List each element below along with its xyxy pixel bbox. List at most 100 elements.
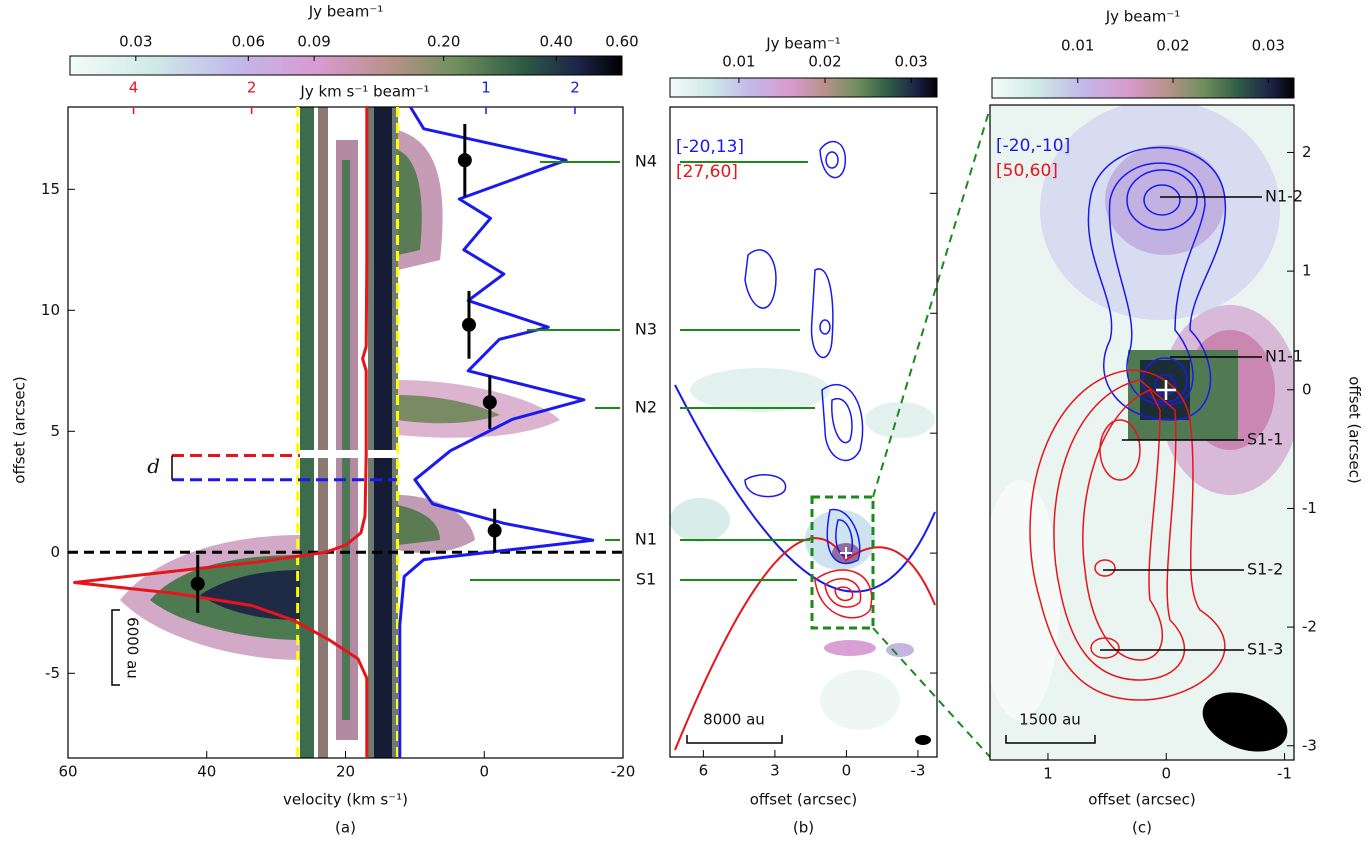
y-tick-label: 0 — [50, 543, 60, 561]
colorbar-label: Jy beam⁻¹ — [765, 35, 841, 53]
colorbar-label: Jy beam⁻¹ — [308, 3, 384, 21]
emission — [820, 670, 900, 730]
scale-bar-label: 1500 au — [1019, 711, 1081, 729]
peak-point — [458, 153, 472, 167]
y-axis-label: offset (arcsec) — [1346, 376, 1364, 483]
colorbar-tick-label: 0.60 — [605, 33, 638, 51]
colorbar — [70, 56, 622, 75]
contours — [815, 570, 872, 618]
source-label: N3 — [635, 320, 657, 339]
beam — [915, 735, 931, 745]
contour — [825, 579, 861, 607]
scale-bar-label: 8000 au — [703, 711, 765, 729]
velocity-range: [-20,-10] — [996, 136, 1070, 156]
contour — [820, 320, 830, 334]
colorbar — [670, 78, 937, 97]
contour — [745, 250, 776, 308]
x-tick-label: 60 — [58, 763, 77, 781]
y-tick-label: 2 — [1302, 143, 1312, 161]
source-label: S1-2 — [1247, 560, 1283, 579]
y-tick-label: -1 — [1302, 499, 1317, 517]
x-tick-label: -20 — [611, 763, 636, 781]
y-tick-label: 5 — [50, 422, 60, 440]
y-tick-label: -2 — [1302, 618, 1317, 636]
velocity-range: [-20,13] — [676, 137, 744, 157]
colorbar-tick-label: 0.01 — [722, 53, 755, 71]
source-label: S1-1 — [1247, 430, 1283, 449]
contour — [835, 587, 853, 600]
y-axis-label: offset (arcsec) — [11, 376, 29, 483]
colorbar-tick-label: 0.02 — [808, 53, 841, 71]
emission — [300, 107, 314, 758]
figure: 6040200-20-5051015velocity (km s⁻¹)(a)of… — [0, 0, 1371, 844]
y-tick-label: 15 — [41, 180, 60, 198]
x-axis-label: offset (arcsec) — [1088, 791, 1195, 809]
contours — [745, 142, 863, 564]
contour — [745, 475, 786, 497]
colorbar-tick-label: 0.09 — [297, 33, 330, 51]
profile-tick-label: 4 — [129, 79, 139, 97]
colorbar-tick-label: 0.03 — [894, 53, 927, 71]
colorbar-tick-label: 0.20 — [427, 33, 460, 51]
pv-image — [120, 107, 560, 758]
contour — [822, 385, 863, 461]
y-tick-label: 10 — [41, 301, 60, 319]
x-tick-label: 1 — [1043, 765, 1053, 783]
profile-tick-label: 2 — [247, 79, 257, 97]
peak-point — [191, 577, 205, 591]
profile-tick-label: 2 — [570, 79, 580, 97]
emission — [824, 640, 876, 656]
emission — [1105, 145, 1225, 255]
separation-label: d — [147, 454, 160, 478]
colorbar-tick-label: 0.03 — [1252, 37, 1285, 55]
source-label: N1 — [635, 530, 657, 549]
colorbar-tick-label: 0.06 — [232, 33, 265, 51]
x-tick-label: 20 — [336, 763, 355, 781]
contour — [812, 269, 833, 358]
emission — [980, 480, 1060, 720]
scale-bar — [687, 735, 782, 743]
x-tick-label: 0 — [1161, 765, 1171, 783]
emission — [342, 160, 350, 720]
caption: (c) — [1132, 819, 1152, 837]
contour — [815, 570, 872, 618]
emission — [670, 498, 730, 542]
x-tick-label: -1 — [1277, 765, 1292, 783]
colorbar-tick-label: 0.03 — [119, 33, 152, 51]
peak-point — [488, 524, 502, 538]
peak-point — [483, 395, 497, 409]
y-tick-label: -3 — [1302, 736, 1317, 754]
colorbar — [992, 78, 1294, 98]
emission — [886, 643, 914, 657]
caption: (b) — [793, 819, 814, 837]
scale-bar-label: 6000 au — [124, 617, 142, 679]
colorbar-tick-label: 0.40 — [539, 33, 572, 51]
velocity-range: [50,60] — [996, 161, 1058, 181]
source-label: N4 — [635, 152, 657, 171]
scale-bar — [112, 610, 120, 685]
source-label: N1-2 — [1265, 187, 1303, 206]
x-tick-label: -3 — [910, 762, 925, 780]
contour — [832, 399, 852, 443]
x-axis-label: offset (arcsec) — [750, 791, 857, 809]
gap — [300, 450, 398, 458]
colorbar-label: Jy beam⁻¹ — [1105, 8, 1181, 26]
contour — [820, 142, 845, 178]
emission — [690, 368, 830, 412]
profile-tick-label: 1 — [481, 79, 491, 97]
profile-axis-label: Jy km s⁻¹ beam⁻¹ — [299, 83, 429, 101]
x-tick-label: 0 — [842, 762, 852, 780]
source-label: N2 — [635, 398, 657, 417]
x-tick-label: 6 — [699, 762, 709, 780]
velocity-range: [27,60] — [676, 162, 738, 182]
colorbar-tick-label: 0.01 — [1061, 37, 1094, 55]
x-tick-label: 3 — [770, 762, 780, 780]
y-tick-label: 1 — [1302, 262, 1312, 280]
peak-point — [462, 318, 476, 332]
colorbar-tick-label: 0.02 — [1156, 37, 1189, 55]
emission — [865, 402, 935, 438]
x-tick-label: 0 — [479, 763, 489, 781]
source-label: S1 — [636, 570, 656, 589]
contour — [826, 152, 838, 168]
x-tick-label: 40 — [197, 763, 216, 781]
